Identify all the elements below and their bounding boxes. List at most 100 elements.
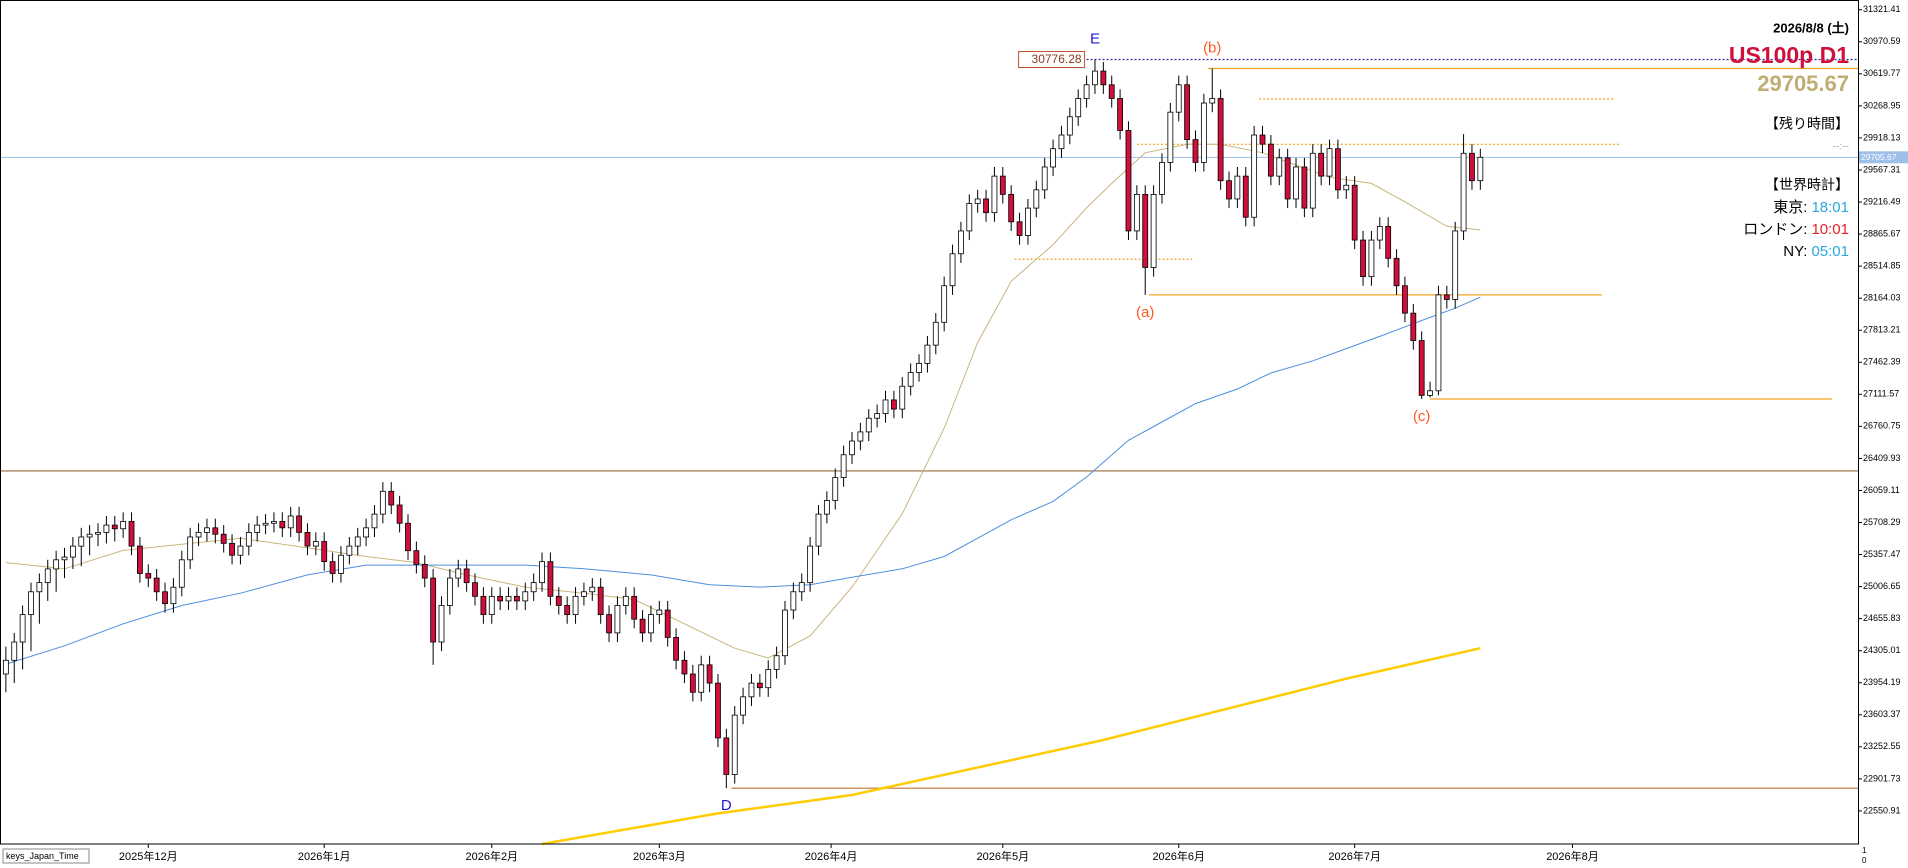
candle-body [229, 542, 235, 556]
candle-body [597, 586, 604, 616]
candle-body [86, 533, 93, 538]
candle-body [36, 582, 43, 593]
candle-body [137, 545, 143, 574]
candle-body [790, 591, 797, 611]
candle-body [974, 198, 981, 204]
candle-body [1360, 239, 1366, 278]
candle-body [379, 490, 386, 515]
candle-body [363, 527, 370, 538]
candle-body [1058, 134, 1065, 150]
annotation: (b) [1203, 39, 1221, 56]
y-tick-label: 25357.47 [1863, 549, 1901, 559]
candle-body [698, 664, 705, 693]
chart-date: 2026/8/8 (土) [1773, 20, 1849, 35]
candle-body [656, 609, 663, 616]
candle-body [69, 545, 76, 558]
x-tick-label: 2026年5月 [977, 849, 1030, 863]
candle-body [1284, 157, 1291, 200]
candle-body [212, 527, 219, 535]
price-tag [1859, 151, 1908, 164]
candle-body [1427, 390, 1433, 396]
candle-body [924, 344, 931, 364]
candle-body [983, 198, 989, 214]
y-tick-label: 25006.65 [1863, 581, 1901, 591]
y-tick-label: 29216.49 [1863, 196, 1901, 206]
candle-body [245, 531, 252, 547]
footer-box [2, 848, 90, 864]
candle-body [890, 399, 897, 410]
candle-body [430, 577, 437, 643]
candle-body [455, 568, 462, 579]
candle-body [329, 561, 336, 574]
y-tick-label: 30268.95 [1863, 100, 1901, 110]
candle-body [204, 527, 210, 533]
candle-body [78, 536, 85, 547]
candle-body [61, 556, 68, 561]
level-label-box [1018, 51, 1086, 69]
candle-body [1184, 84, 1191, 140]
candle-body [346, 545, 353, 556]
candle-body [849, 440, 855, 456]
candle-body [296, 515, 302, 533]
candle-body [1410, 312, 1417, 341]
candle-body [706, 664, 713, 684]
candle-body [1200, 102, 1207, 163]
axis-corner: 1 [1862, 846, 1867, 855]
candle-body [162, 591, 168, 605]
candle-body [991, 175, 998, 214]
candle-body [472, 582, 478, 597]
clock-time: 05:01 [1811, 243, 1849, 260]
candle-body [1385, 225, 1392, 259]
candle-body [1175, 84, 1182, 113]
candle-body [572, 595, 579, 616]
candle-body [1217, 98, 1224, 182]
candle-body [1267, 143, 1274, 177]
candle-body [807, 545, 814, 584]
candle-body [1259, 134, 1266, 145]
annotation: E [1090, 31, 1100, 48]
candle-body [1335, 148, 1341, 191]
candle-body [765, 669, 772, 689]
candle-body [1435, 294, 1442, 392]
y-tick-label: 24305.01 [1863, 645, 1901, 655]
candle-body [287, 515, 294, 529]
candle-body [857, 431, 864, 442]
last-price: 29705.67 [1757, 71, 1849, 96]
candle-body [53, 559, 60, 570]
candle-body [639, 618, 646, 634]
candle-body [405, 522, 411, 552]
plot-border [0, 0, 1859, 845]
candle-body [1066, 116, 1073, 136]
candle-body [371, 513, 378, 529]
y-tick-label: 23252.55 [1863, 741, 1901, 751]
candle-body [1443, 294, 1450, 300]
candle-body [1159, 162, 1165, 195]
candle-body [388, 490, 395, 506]
candle-body [195, 531, 202, 538]
chart-symbol: US100p D1 [1729, 42, 1849, 68]
annotation: (c) [1413, 408, 1431, 425]
candle-body [312, 541, 319, 547]
candle-body [1402, 285, 1408, 314]
candle-body [1008, 193, 1015, 223]
y-tick-label: 22550.91 [1863, 805, 1901, 815]
candle-body [120, 521, 127, 530]
candle-body [421, 563, 428, 579]
candle-body [178, 559, 185, 588]
y-tick-label: 22901.73 [1863, 773, 1901, 783]
candle-body [932, 321, 939, 346]
candle-body [1226, 180, 1232, 200]
candle-body [145, 573, 152, 579]
candle-body [648, 614, 654, 634]
candle-body [2, 659, 9, 675]
candle-body [723, 737, 730, 775]
clock-time: 10:01 [1811, 221, 1849, 238]
y-tick-label: 29918.13 [1863, 132, 1901, 142]
candle-body [497, 595, 504, 602]
candle-body [756, 682, 763, 689]
candle-body [1016, 221, 1023, 236]
candle-body [1033, 189, 1040, 209]
candle-body [522, 591, 529, 602]
